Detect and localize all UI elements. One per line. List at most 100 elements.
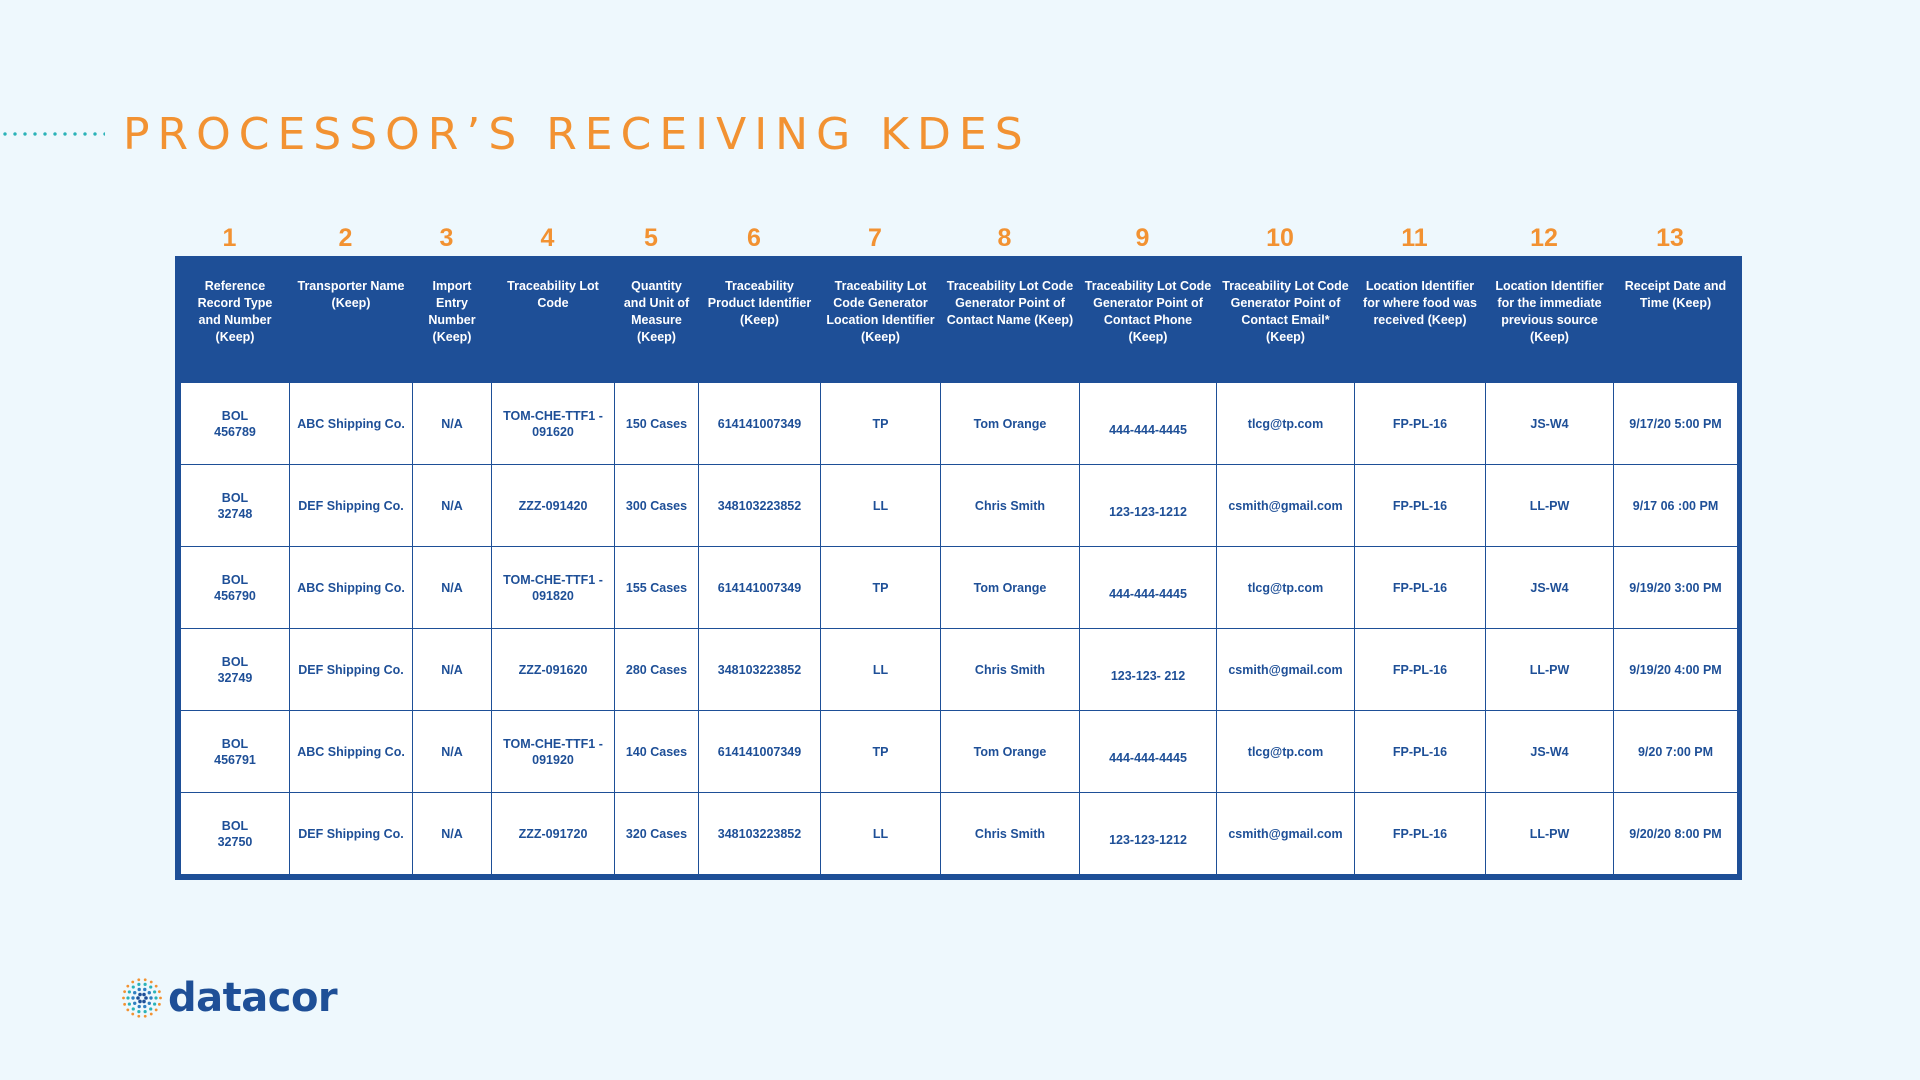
table-cell: TOM-CHE-TTF1 - 091820 — [491, 546, 615, 629]
table-cell: LL-PW — [1485, 464, 1614, 547]
table-cell: 300 Cases — [614, 464, 699, 547]
table-cell: 320 Cases — [614, 792, 699, 875]
table-cell: LL-PW — [1485, 792, 1614, 875]
table-cell: TOM-CHE-TTF1 - 091620 — [491, 382, 615, 465]
table-row: BOL 32750 DEF Shipping Co. N/A ZZZ-091720 32… — [180, 792, 1738, 875]
table-cell: TP — [820, 710, 941, 793]
table-cell: 123-123- 212 — [1079, 628, 1217, 711]
table-cell: N/A — [412, 628, 492, 711]
table-cell: FP-PL-16 — [1354, 792, 1486, 875]
table-cell: 444-444-4445 — [1079, 710, 1217, 793]
column-number: 7 — [868, 224, 882, 252]
table-cell: ABC Shipping Co. — [289, 710, 413, 793]
column-number: 3 — [439, 224, 454, 252]
table-cell: 614141007349 — [698, 710, 821, 793]
table-cell: BOL 456790 — [180, 546, 290, 629]
column-header: Traceability Lot Code Generator Point of… — [1079, 261, 1217, 383]
datacor-logo: datacor — [122, 976, 338, 1020]
table-cell: Chris Smith — [940, 628, 1080, 711]
table-cell: csmith@gmail.com — [1216, 464, 1355, 547]
page-title: PROCESSOR’S RECEIVING KDES — [123, 108, 1031, 160]
table-cell: DEF Shipping Co. — [289, 464, 413, 547]
table-cell: tlcg@tp.com — [1216, 546, 1355, 629]
table-cell: 9/17 06 :00 PM — [1613, 464, 1738, 547]
column-number: 10 — [1266, 224, 1294, 252]
table-body: BOL 456789 ABC Shipping Co. N/A TOM-CHE-TTF… — [180, 382, 1738, 875]
column-number: 5 — [644, 224, 658, 252]
column-number: 9 — [1135, 224, 1150, 252]
table-cell: BOL 32749 — [180, 628, 290, 711]
column-number: 2 — [338, 224, 353, 252]
table-cell: Chris Smith — [940, 792, 1080, 875]
column-numbers: 1 2 3 4 5 6 7 8 9 10 11 12 13 — [175, 218, 1742, 258]
table-cell: Tom Orange — [940, 710, 1080, 793]
table-cell: BOL 32748 — [180, 464, 290, 547]
column-number: 4 — [540, 224, 555, 252]
table-cell: 150 Cases — [614, 382, 699, 465]
table-cell: BOL 32750 — [180, 792, 290, 875]
table-cell: ZZZ-091720 — [491, 792, 615, 875]
column-header: Traceability Product Identifier (Keep) — [698, 261, 821, 383]
table-cell: csmith@gmail.com — [1216, 628, 1355, 711]
table-row: BOL 456791 ABC Shipping Co. N/A TOM-CHE-TTF… — [180, 710, 1738, 793]
table-cell: BOL 456789 — [180, 382, 290, 465]
table-cell: 444-444-4445 — [1079, 546, 1217, 629]
datacor-dot-burst-icon — [122, 978, 162, 1018]
column-header: Traceability Lot Code — [491, 261, 615, 383]
column-header: Location Identifier for the immediate pr… — [1485, 261, 1614, 383]
column-header: Reference Record Type and Number (Keep) — [180, 261, 290, 383]
table-cell: 123-123-1212 — [1079, 464, 1217, 547]
table-cell: Tom Orange — [940, 382, 1080, 465]
table-cell: ZZZ-091420 — [491, 464, 615, 547]
table-cell: FP-PL-16 — [1354, 710, 1486, 793]
table-cell: DEF Shipping Co. — [289, 792, 413, 875]
column-header: Traceability Lot Code Generator Point of… — [940, 261, 1080, 383]
table-cell: N/A — [412, 710, 492, 793]
table-cell: 348103223852 — [698, 464, 821, 547]
table-cell: N/A — [412, 464, 492, 547]
table-cell: 9/17/20 5:00 PM — [1613, 382, 1738, 465]
column-number: 6 — [747, 224, 761, 252]
table-cell: 614141007349 — [698, 546, 821, 629]
table-row: BOL 32748 DEF Shipping Co. N/A ZZZ-091420 30… — [180, 464, 1738, 547]
table-cell: FP-PL-16 — [1354, 464, 1486, 547]
table-cell: 348103223852 — [698, 628, 821, 711]
table-row: BOL 456789 ABC Shipping Co. N/A TOM-CHE-TTF… — [180, 382, 1738, 465]
table-cell: N/A — [412, 792, 492, 875]
table-cell: Chris Smith — [940, 464, 1080, 547]
table-cell: 444-444-4445 — [1079, 382, 1217, 465]
column-header: Transporter Name (Keep) — [289, 261, 413, 383]
table-cell: ABC Shipping Co. — [289, 382, 413, 465]
column-header: Traceability Lot Code Generator Location… — [820, 261, 941, 383]
table-cell: JS-W4 — [1485, 546, 1614, 629]
table-cell: 280 Cases — [614, 628, 699, 711]
title-row: PROCESSOR’S RECEIVING KDES — [0, 106, 1031, 162]
table-cell: LL — [820, 792, 941, 875]
column-number: 12 — [1530, 224, 1558, 252]
table-cell: FP-PL-16 — [1354, 546, 1486, 629]
table-cell: 123-123-1212 — [1079, 792, 1217, 875]
column-header: Import Entry Number (Keep) — [412, 261, 492, 383]
table-cell: 140 Cases — [614, 710, 699, 793]
table-cell: csmith@gmail.com — [1216, 792, 1355, 875]
column-header: Receipt Date and Time (Keep) — [1613, 261, 1738, 383]
table-cell: tlcg@tp.com — [1216, 382, 1355, 465]
table-cell: N/A — [412, 382, 492, 465]
column-header: Location Identifier for where food was r… — [1354, 261, 1486, 383]
table-cell: JS-W4 — [1485, 382, 1614, 465]
table-cell: LL — [820, 464, 941, 547]
column-number: 11 — [1401, 224, 1428, 252]
table-cell: FP-PL-16 — [1354, 628, 1486, 711]
table-cell: TP — [820, 382, 941, 465]
table-cell: Tom Orange — [940, 546, 1080, 629]
table-row: BOL 32749 DEF Shipping Co. N/A ZZZ-091620 28… — [180, 628, 1738, 711]
table-cell: DEF Shipping Co. — [289, 628, 413, 711]
table-cell: ABC Shipping Co. — [289, 546, 413, 629]
dotted-line-decoration — [0, 132, 105, 136]
column-number: 8 — [997, 224, 1012, 252]
table-cell: tlcg@tp.com — [1216, 710, 1355, 793]
table-cell: 9/19/20 3:00 PM — [1613, 546, 1738, 629]
table-cell: 9/20 7:00 PM — [1613, 710, 1738, 793]
table-cell: BOL 456791 — [180, 710, 290, 793]
table-cell: LL — [820, 628, 941, 711]
